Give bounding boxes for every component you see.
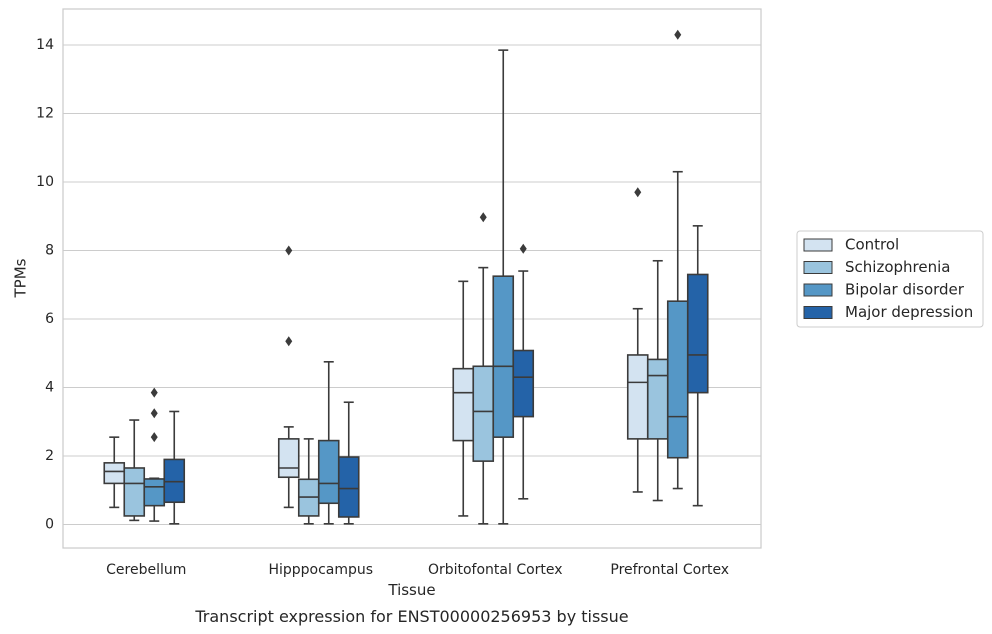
- outlier-point: [479, 212, 487, 223]
- y-tick-label: 12: [36, 106, 54, 122]
- outlier-point: [634, 187, 642, 198]
- box-schizophrenia: [297, 438, 320, 525]
- outlier-point: [150, 432, 158, 443]
- legend-swatch: [803, 283, 833, 297]
- legend-label: Schizophrenia: [845, 258, 950, 276]
- box-major-depression: [337, 401, 360, 525]
- box-control: [277, 245, 300, 509]
- legend-frame: [796, 230, 984, 328]
- chart-caption: Transcript expression for ENST0000025695…: [194, 607, 628, 626]
- box-series: [103, 29, 709, 525]
- x-axis-title: Tissue: [387, 581, 435, 599]
- y-tick-label: 4: [45, 380, 54, 396]
- x-tick-label: Cerebellum: [106, 562, 186, 578]
- x-axis-ticks: Cerebellum Hipppocampus Orbitofontal Corte…: [106, 562, 729, 578]
- outlier-point: [674, 29, 682, 40]
- outlier-point: [519, 243, 527, 254]
- box-bipolar-disorder: [666, 29, 689, 490]
- legend-label: Bipolar disorder: [845, 281, 965, 299]
- legend-swatch: [803, 238, 833, 252]
- box-iqr: [317, 439, 340, 505]
- box-iqr: [103, 462, 126, 485]
- x-tick-label: Orbitofontal Cortex: [428, 562, 563, 578]
- box-major-depression: [512, 243, 535, 500]
- box-iqr: [512, 349, 535, 418]
- x-tick-label: Hipppocampus: [268, 562, 373, 578]
- y-tick-label: 8: [45, 243, 54, 259]
- y-tick-label: 14: [36, 37, 54, 53]
- y-axis-title: TPMs: [12, 258, 30, 298]
- box-iqr: [277, 438, 300, 479]
- legend-label: Control: [845, 236, 899, 254]
- box-iqr: [626, 354, 649, 440]
- y-tick-label: 0: [45, 517, 54, 533]
- box-iqr: [123, 467, 146, 517]
- box-iqr: [492, 275, 515, 438]
- box-iqr: [452, 367, 475, 442]
- box-iqr: [472, 365, 495, 462]
- box-bipolar-disorder: [492, 49, 515, 525]
- box-major-depression: [686, 225, 709, 507]
- box-schizophrenia: [472, 212, 495, 525]
- box-control: [103, 436, 126, 509]
- legend-swatch: [803, 306, 833, 319]
- plot-area: [62, 8, 762, 549]
- y-tick-label: 6: [45, 311, 54, 327]
- box-major-depression: [163, 410, 186, 525]
- box-iqr: [143, 478, 166, 507]
- legend-label: Major depression: [845, 303, 973, 321]
- outlier-point: [150, 387, 158, 398]
- box-iqr: [646, 358, 669, 440]
- box-iqr: [163, 458, 186, 504]
- box-iqr: [666, 300, 689, 459]
- x-tick-label: Prefrontal Cortex: [610, 562, 729, 578]
- y-axis-ticks: 0 2 4 6 8 10 12 14: [36, 37, 54, 533]
- box-iqr: [337, 456, 360, 518]
- outlier-point: [285, 245, 293, 256]
- legend-swatch: [803, 261, 833, 274]
- y-tick-label: 10: [36, 174, 54, 190]
- y-tick-label: 2: [45, 448, 54, 464]
- grid-lines: [63, 44, 761, 525]
- box-iqr: [686, 273, 709, 394]
- box-bipolar-disorder: [143, 387, 166, 522]
- outlier-point: [285, 336, 293, 347]
- legend: Control Schizophrenia Bipolar disorder Majo…: [796, 230, 984, 328]
- outlier-point: [150, 408, 158, 419]
